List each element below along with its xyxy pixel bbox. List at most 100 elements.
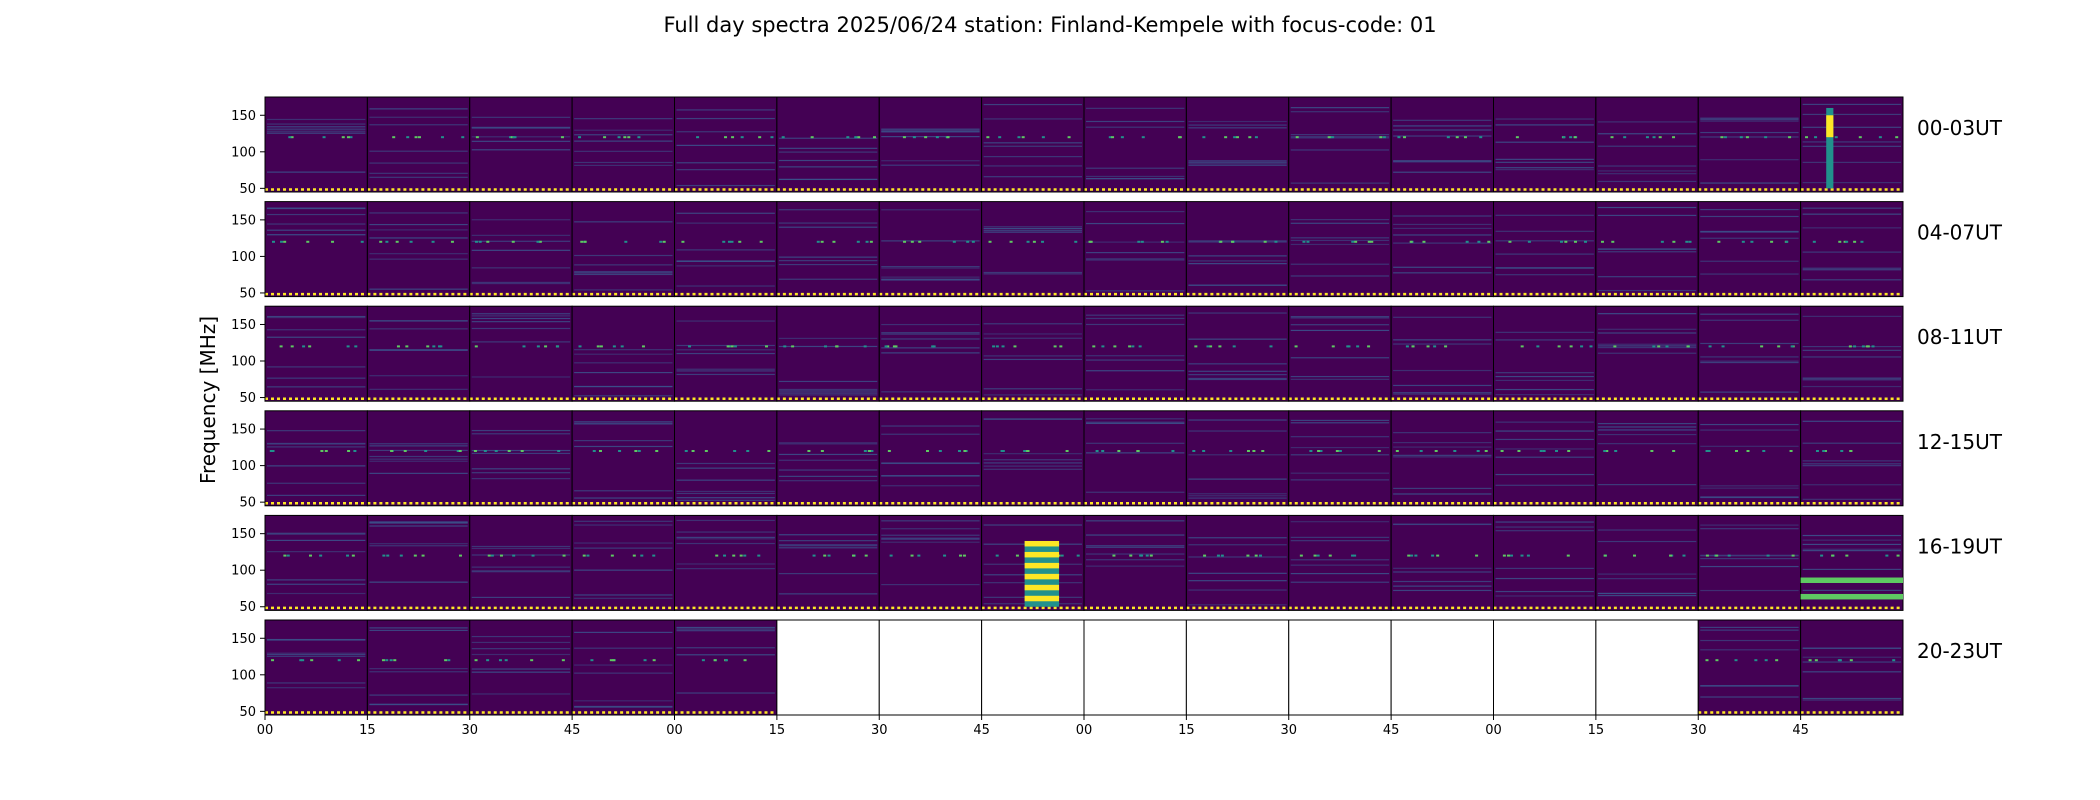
rfi-line <box>1188 544 1287 546</box>
rfi-line <box>369 328 468 330</box>
rfi-dot <box>421 554 425 557</box>
spectrum-panel <box>1595 201 1699 298</box>
spectrum-panel <box>1390 410 1494 507</box>
rfi-line <box>881 323 980 326</box>
panel-background <box>981 201 1084 297</box>
rfi-dot <box>1750 240 1754 243</box>
rfi-line <box>1802 145 1901 147</box>
rfi-dot <box>509 136 513 139</box>
rfi-line <box>778 453 878 456</box>
rfi-line <box>1290 134 1390 136</box>
rfi-line <box>983 453 1082 455</box>
rfi-line <box>267 442 366 445</box>
empty-panel <box>776 620 880 715</box>
rfi-dot <box>1762 449 1766 452</box>
rfi-dot <box>1707 449 1711 452</box>
rfi-dot <box>1557 345 1561 348</box>
rfi-line <box>1495 339 1594 341</box>
rfi-line <box>778 392 878 394</box>
rfi-dot <box>733 449 737 452</box>
rfi-dot <box>854 136 858 139</box>
rfi-dot <box>1419 449 1423 452</box>
rfi-dot <box>1453 449 1457 452</box>
rfi-line <box>1188 312 1287 314</box>
rfi-dot <box>1723 136 1727 139</box>
panel-background <box>1391 201 1494 297</box>
empty-panel <box>981 620 1084 715</box>
rfi-dot <box>1117 449 1121 452</box>
rfi-dot <box>1658 136 1662 139</box>
rfi-line <box>574 421 673 423</box>
rfi-dot <box>1583 240 1587 243</box>
rfi-line <box>267 532 366 534</box>
rfi-line <box>369 671 468 673</box>
rfi-line <box>1802 315 1901 317</box>
rfi-dot <box>1573 240 1577 243</box>
rfi-line <box>1393 432 1492 434</box>
empty-panel <box>1391 620 1494 715</box>
panel-background <box>367 410 470 506</box>
y-tick-label: 100 <box>231 145 256 160</box>
rfi-dot <box>603 136 607 139</box>
rfi-dot <box>733 345 737 348</box>
rfi-dot <box>870 449 874 452</box>
rfi-dot <box>1331 345 1335 348</box>
rfi-line <box>574 520 673 522</box>
rfi-dot <box>612 345 616 348</box>
rfi-dot <box>1076 554 1080 557</box>
rfi-line <box>1188 378 1287 381</box>
rfi-line <box>1393 392 1492 394</box>
x-tick-label: 30 <box>871 723 888 738</box>
rfi-dot <box>1219 240 1223 243</box>
panel-background <box>265 306 368 402</box>
rfi-dot <box>652 554 656 557</box>
rfi-dot <box>283 554 287 557</box>
panel-background <box>1186 515 1289 611</box>
interference-stripe <box>1024 551 1060 558</box>
panel-background <box>1800 306 1903 402</box>
rfi-line <box>983 394 1082 396</box>
rfi-line <box>1802 442 1901 444</box>
rfi-dot <box>1067 136 1071 139</box>
rfi-dot <box>386 554 390 557</box>
rfi-dot <box>1444 345 1448 348</box>
rfi-dot <box>684 449 688 452</box>
rfi-line <box>1086 565 1185 567</box>
rfi-line <box>1700 485 1799 487</box>
rfi-dot <box>381 659 385 662</box>
rfi-dot <box>1426 345 1430 348</box>
panel-background <box>674 620 777 715</box>
rfi-line <box>369 525 468 527</box>
rfi-dot <box>743 659 747 662</box>
rfi-line <box>574 164 673 167</box>
rfi-line <box>676 349 775 351</box>
rfi-dot <box>385 659 389 662</box>
rfi-dot <box>816 240 820 243</box>
interference-stripe <box>1024 595 1060 602</box>
panel-background <box>1595 515 1699 611</box>
rfi-dot <box>590 659 594 662</box>
panel-background <box>981 306 1084 402</box>
spectrum-panel <box>878 410 983 507</box>
rfi-line <box>574 647 673 649</box>
rfi-line <box>983 118 1082 120</box>
rfi-dot <box>1834 136 1838 139</box>
spectrum-panel <box>1697 619 1802 716</box>
rfi-dot <box>1510 554 1514 557</box>
spectrum-panel <box>1288 619 1392 716</box>
rfi-line <box>574 289 673 291</box>
rfi-dot <box>884 345 888 348</box>
rfi-dot <box>1705 554 1709 557</box>
rfi-dot <box>863 345 867 348</box>
panel-background <box>469 97 573 192</box>
rfi-dot <box>1295 136 1299 139</box>
rfi-dot <box>580 240 584 243</box>
spectrum-panel <box>1697 305 1802 402</box>
rfi-line <box>1597 313 1697 315</box>
rfi-dot <box>1500 449 1504 452</box>
spectrum-panel <box>1390 96 1494 193</box>
rfi-dot <box>783 345 787 348</box>
rfi-line <box>778 380 878 383</box>
rfi-line <box>574 134 673 136</box>
spectrum-panel <box>878 514 983 611</box>
